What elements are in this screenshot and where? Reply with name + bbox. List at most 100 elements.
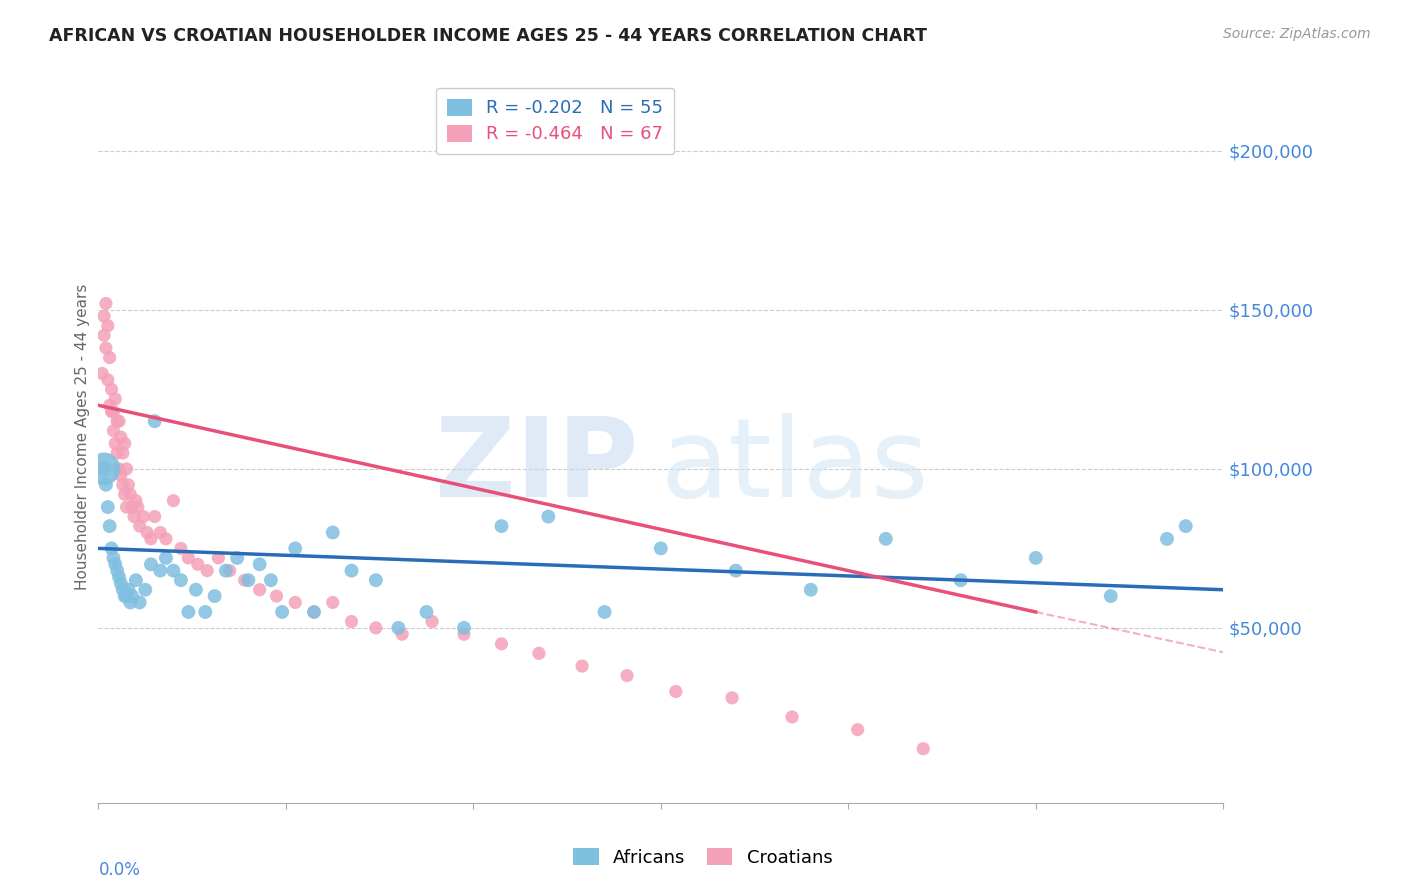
Point — [93, 328, 115, 343]
Point — [103, 404, 125, 418]
Point — [571, 659, 593, 673]
Text: ZIP: ZIP — [434, 413, 638, 520]
Point — [415, 605, 437, 619]
Point — [780, 710, 803, 724]
Point — [177, 550, 200, 565]
Point — [108, 414, 131, 428]
Point — [103, 424, 125, 438]
Point — [117, 477, 139, 491]
Point — [120, 595, 142, 609]
Point — [134, 582, 156, 597]
Point — [949, 573, 972, 587]
Point — [527, 646, 550, 660]
Point — [93, 462, 115, 476]
Point — [155, 532, 177, 546]
Point — [100, 383, 122, 397]
Point — [721, 690, 744, 705]
Point — [128, 519, 150, 533]
Point — [391, 627, 413, 641]
Point — [91, 367, 114, 381]
Point — [143, 509, 166, 524]
Point — [162, 564, 184, 578]
Point — [195, 564, 218, 578]
Point — [103, 550, 125, 565]
Point — [846, 723, 869, 737]
Point — [184, 582, 207, 597]
Point — [127, 500, 149, 514]
Point — [453, 627, 475, 641]
Point — [143, 414, 166, 428]
Point — [260, 573, 283, 587]
Point — [1174, 519, 1197, 533]
Point — [98, 398, 121, 412]
Point — [194, 605, 217, 619]
Point — [238, 573, 260, 587]
Point — [340, 615, 363, 629]
Point — [170, 541, 193, 556]
Point — [207, 550, 229, 565]
Point — [187, 558, 209, 572]
Point — [284, 541, 307, 556]
Point — [322, 525, 344, 540]
Point — [105, 564, 128, 578]
Point — [125, 573, 148, 587]
Point — [322, 595, 344, 609]
Point — [94, 477, 117, 491]
Point — [115, 500, 138, 514]
Point — [340, 564, 363, 578]
Point — [136, 525, 159, 540]
Point — [226, 550, 249, 565]
Point — [453, 621, 475, 635]
Legend: R = -0.202   N = 55, R = -0.464   N = 67: R = -0.202 N = 55, R = -0.464 N = 67 — [436, 87, 675, 154]
Text: 0.0%: 0.0% — [98, 862, 141, 880]
Point — [108, 462, 131, 476]
Point — [98, 519, 121, 533]
Point — [139, 558, 162, 572]
Point — [120, 487, 142, 501]
Point — [121, 500, 143, 514]
Point — [97, 500, 120, 514]
Point — [204, 589, 226, 603]
Point — [364, 621, 387, 635]
Point — [149, 525, 172, 540]
Point — [491, 637, 513, 651]
Point — [93, 462, 115, 476]
Point — [800, 582, 823, 597]
Point — [593, 605, 616, 619]
Point — [104, 558, 127, 572]
Point — [139, 532, 162, 546]
Point — [249, 558, 271, 572]
Point — [215, 564, 238, 578]
Point — [162, 493, 184, 508]
Point — [115, 589, 138, 603]
Point — [110, 468, 132, 483]
Point — [132, 509, 155, 524]
Point — [266, 589, 288, 603]
Text: Source: ZipAtlas.com: Source: ZipAtlas.com — [1223, 27, 1371, 41]
Point — [105, 414, 128, 428]
Point — [115, 462, 138, 476]
Point — [93, 310, 115, 324]
Legend: Africans, Croatians: Africans, Croatians — [567, 841, 839, 874]
Point — [302, 605, 325, 619]
Point — [233, 573, 256, 587]
Point — [94, 341, 117, 355]
Point — [114, 436, 136, 450]
Point — [218, 564, 240, 578]
Point — [616, 668, 638, 682]
Point — [170, 573, 193, 587]
Point — [125, 493, 148, 508]
Point — [97, 373, 120, 387]
Point — [665, 684, 688, 698]
Point — [114, 487, 136, 501]
Point — [117, 582, 139, 597]
Point — [364, 573, 387, 587]
Point — [105, 446, 128, 460]
Point — [104, 392, 127, 406]
Point — [100, 404, 122, 418]
Point — [110, 576, 132, 591]
Point — [420, 615, 443, 629]
Point — [97, 318, 120, 333]
Point — [94, 296, 117, 310]
Point — [111, 477, 134, 491]
